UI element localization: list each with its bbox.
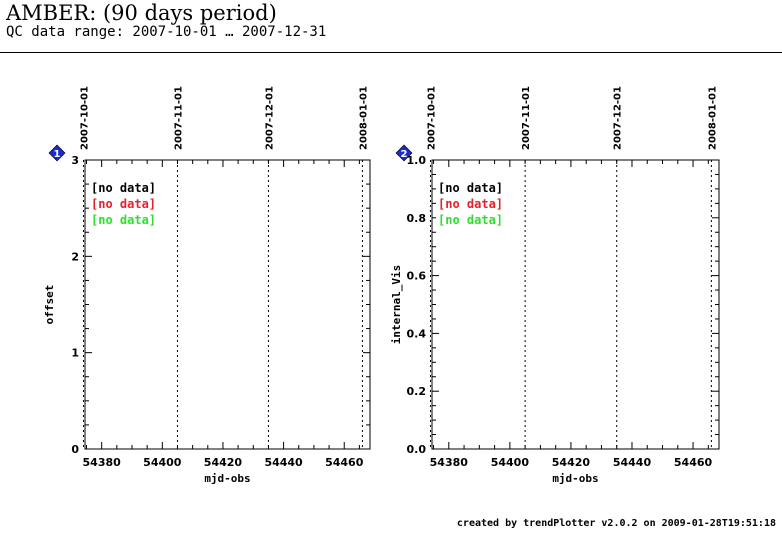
legend-entry: [no data] (438, 181, 503, 195)
y-tick-label: 0.0 (407, 443, 427, 456)
chart-panel-2: 2007-10-01 2007-11-01 2007-12-01 2008-01-01… (390, 86, 720, 485)
legend-entry-bg (436, 196, 508, 210)
x-tick-label: 54420 (552, 456, 591, 469)
legend-entry: [no data] (91, 181, 156, 195)
date-marker-label: 2008-01-01 (707, 86, 718, 150)
x-tick-label: 54440 (613, 456, 652, 469)
y-tick-label: 3 (71, 154, 79, 167)
y-tick-label: 1.0 (407, 154, 427, 167)
panel-badge-icon (48, 144, 66, 162)
legend-entry-bg (436, 212, 508, 226)
legend-entry-bg (89, 212, 161, 226)
chart-panel-1: 2007-10-01 2007-11-01 2007-12-01 2008-01-01… (43, 86, 371, 485)
legend-entry: [no data] (91, 197, 156, 211)
x-tick-label: 54420 (204, 456, 243, 469)
report-header: AMBER: (90 days period) QC data range: 2… (6, 2, 326, 40)
legend-entry-bg (436, 180, 508, 194)
y-tick-label: 0.8 (407, 212, 427, 225)
y-axis-label: internal_Vis (390, 265, 403, 344)
date-marker-label: 2007-12-01 (264, 86, 275, 150)
panel-badge-number: 2 (401, 149, 408, 160)
footer-credit: created by trendPlotter v2.0.2 on 2009-0… (456, 518, 776, 529)
y-tick-label: 0 (71, 443, 79, 456)
page-subtitle: QC data range: 2007-10-01 … 2007-12-31 (6, 24, 327, 40)
x-tick-label: 54460 (325, 456, 364, 469)
date-marker-label: 2007-12-01 (613, 86, 624, 150)
y-tick-label: 1 (71, 347, 79, 360)
x-tick-label: 54400 (491, 456, 530, 469)
legend-entry: [no data] (438, 213, 503, 227)
x-axis-label: mjd-obs (204, 472, 250, 485)
x-tick-label: 54460 (674, 456, 713, 469)
panel-badge-number: 1 (54, 149, 61, 160)
legend-entry: [no data] (438, 197, 503, 211)
x-axis-label: mjd-obs (552, 472, 598, 485)
legend-entry-bg (89, 196, 161, 210)
header-divider (0, 52, 782, 53)
x-tick-label: 54400 (143, 456, 182, 469)
x-tick-label: 54380 (83, 456, 122, 469)
y-tick-label: 0.4 (407, 327, 427, 340)
date-marker-label: 2007-11-01 (173, 86, 184, 150)
legend-entry: [no data] (91, 213, 156, 227)
date-marker-label: 2007-11-01 (521, 86, 532, 150)
page-title: AMBER: (90 days period) (6, 1, 277, 25)
x-tick-label: 54440 (264, 456, 303, 469)
date-marker-label: 2007-10-01 (426, 86, 437, 150)
x-tick-label: 54380 (430, 456, 469, 469)
panel-badge-icon (395, 144, 413, 162)
y-tick-label: 0.2 (407, 385, 427, 398)
legend-entry-bg (89, 180, 161, 194)
date-marker-label: 2007-10-01 (79, 86, 90, 150)
y-tick-label: 2 (71, 250, 79, 263)
y-axis-label: offset (43, 285, 56, 325)
date-marker-label: 2008-01-01 (358, 86, 369, 150)
y-tick-label: 0.6 (407, 270, 427, 283)
